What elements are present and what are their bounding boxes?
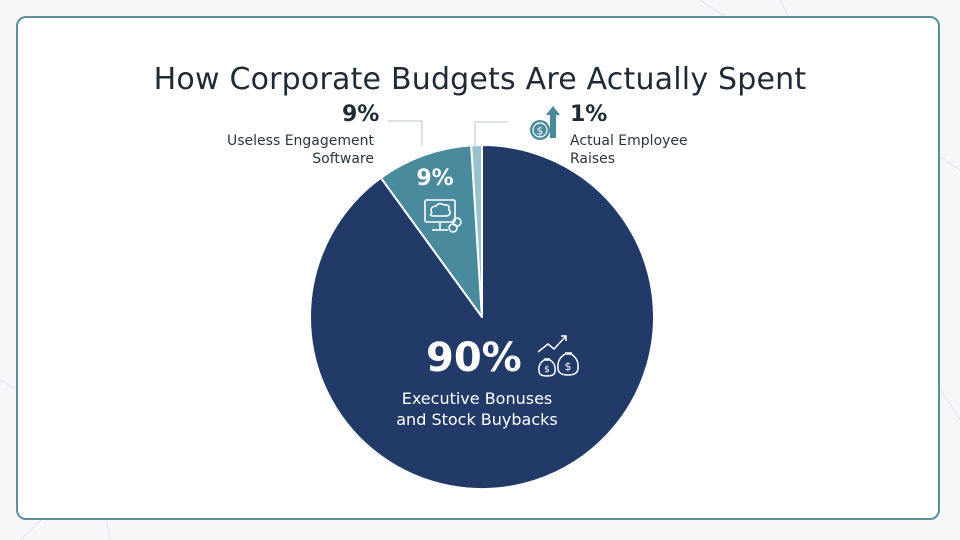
software-category-label: Useless Engagement Software — [227, 132, 374, 168]
leader-line-software — [388, 120, 423, 146]
chart-title: How Corporate Budgets Are Actually Spent — [153, 62, 807, 97]
svg-text:$: $ — [544, 365, 550, 375]
executive-pct-label: 90% — [426, 335, 522, 381]
software-label-line1: Useless Engagement — [227, 133, 374, 149]
executive-label-line1: Executive Bonuses — [401, 389, 553, 408]
raises-category-label: Actual Employee Raises — [570, 132, 688, 168]
coin-arrow-up-icon: $ — [530, 106, 560, 140]
pie-chart — [309, 120, 655, 490]
svg-text:$: $ — [537, 125, 544, 138]
leader-line-raises — [474, 121, 508, 146]
raises-pct-label: 1% — [570, 102, 608, 127]
software-label-line2: Software — [312, 151, 374, 167]
software-inner-pct: 9% — [416, 166, 454, 191]
chart-card: How Corporate Budgets Are Actually Spent… — [16, 16, 940, 520]
money-bags-growth-icon: $ $ — [537, 335, 579, 377]
software-pct-label: 9% — [342, 102, 380, 127]
pie-slice-executive — [309, 144, 655, 490]
executive-category-label: Executive Bonuses and Stock Buybacks — [382, 388, 572, 430]
raises-label-line2: Raises — [570, 151, 616, 167]
raises-label-line1: Actual Employee — [570, 133, 688, 149]
pie-slice-software — [379, 144, 483, 318]
executive-label-line2: and Stock Buybacks — [396, 410, 558, 429]
monitor-chat-icon — [424, 199, 462, 233]
svg-text:$: $ — [565, 360, 572, 373]
pie-slice-raises — [470, 143, 483, 318]
